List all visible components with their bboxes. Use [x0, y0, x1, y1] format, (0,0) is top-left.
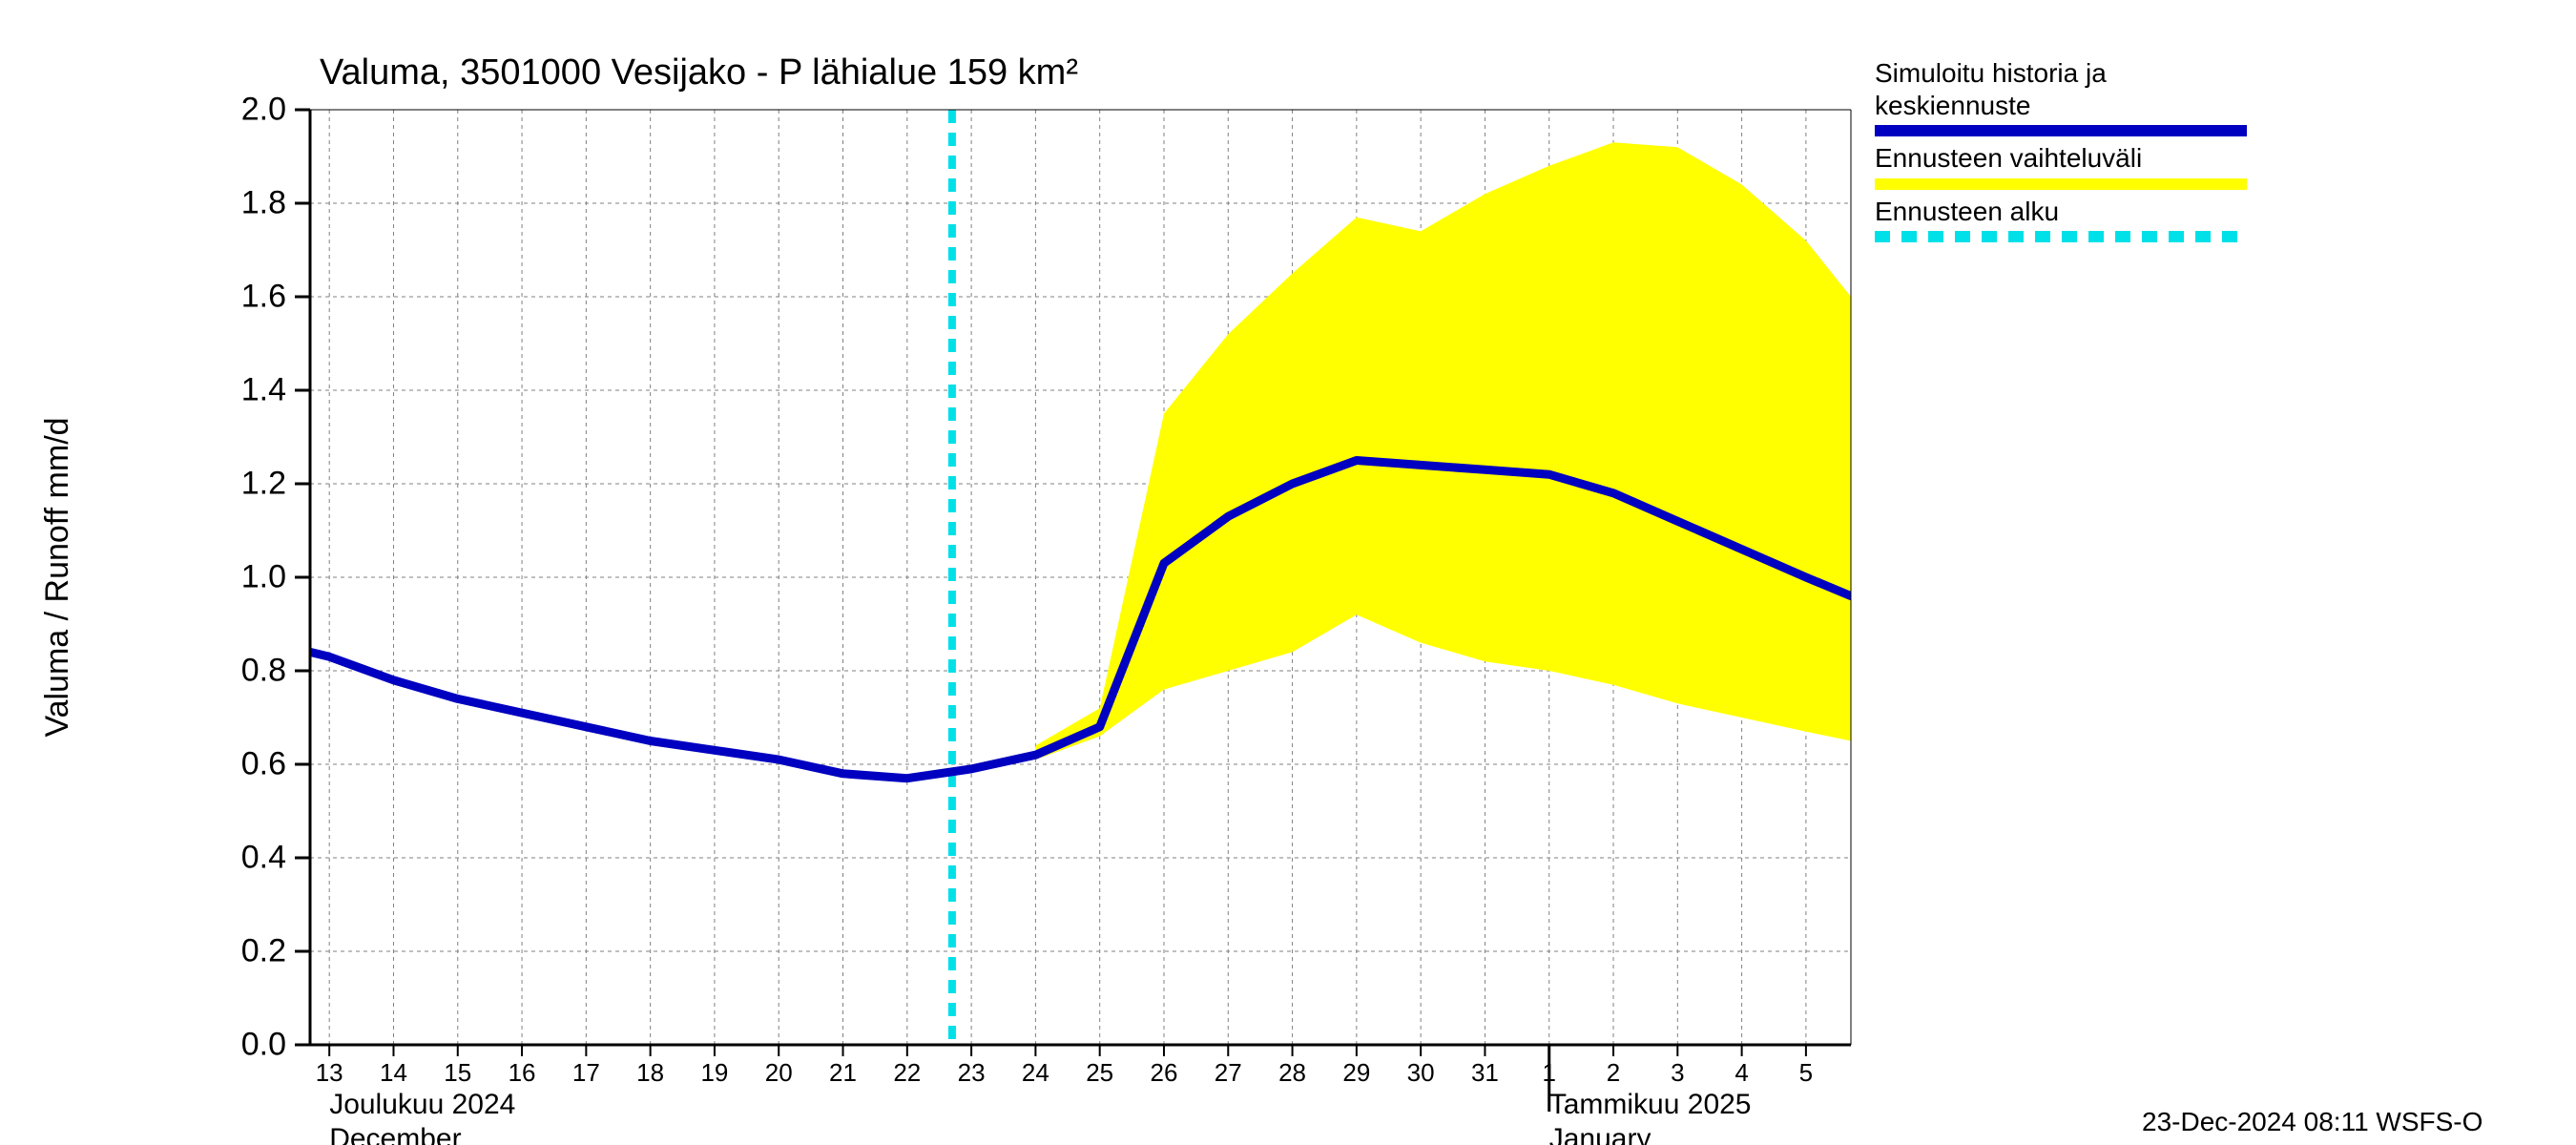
- y-tick-label: 1.0: [224, 559, 286, 596]
- x-tick-label: 25: [1086, 1058, 1113, 1088]
- y-tick-label: 0.4: [224, 840, 286, 877]
- x-tick-label: 19: [700, 1058, 728, 1088]
- y-tick-label: 1.8: [224, 185, 286, 222]
- legend-swatch: [1875, 178, 2247, 190]
- x-tick-label: 1: [1542, 1058, 1555, 1088]
- timestamp-label: 23-Dec-2024 08:11 WSFS-O: [2142, 1107, 2483, 1137]
- x-tick-label: 14: [380, 1058, 407, 1088]
- legend-swatch: [1875, 125, 2247, 136]
- x-tick-label: 4: [1735, 1058, 1748, 1088]
- x-tick-label: 30: [1407, 1058, 1435, 1088]
- y-axis-label: Valuma / Runoff mm/d: [39, 417, 76, 737]
- legend-item: Ennusteen vaihteluväli: [1875, 142, 2256, 190]
- y-tick-label: 0.8: [224, 653, 286, 690]
- x-tick-label: 20: [765, 1058, 793, 1088]
- x-tick-label: 18: [636, 1058, 664, 1088]
- legend-item: Ennusteen alku: [1875, 196, 2256, 243]
- forecast-band: [1035, 142, 1851, 760]
- x-tick-label: 31: [1471, 1058, 1499, 1088]
- legend-label: keskiennuste: [1875, 90, 2256, 122]
- y-tick-label: 0.2: [224, 933, 286, 970]
- y-tick-label: 2.0: [224, 92, 286, 129]
- x-month-label-en: January: [1549, 1123, 1652, 1145]
- y-tick-label: 0.6: [224, 746, 286, 783]
- x-tick-label: 3: [1671, 1058, 1684, 1088]
- x-tick-label: 27: [1215, 1058, 1242, 1088]
- legend-item: Simuloitu historia jakeskiennuste: [1875, 57, 2256, 136]
- y-tick-label: 1.4: [224, 372, 286, 409]
- legend-label: Ennusteen vaihteluväli: [1875, 142, 2256, 175]
- x-tick-label: 21: [829, 1058, 857, 1088]
- legend-label: Simuloitu historia ja: [1875, 57, 2256, 90]
- x-tick-label: 13: [316, 1058, 343, 1088]
- x-month-label-fi: Joulukuu 2024: [329, 1089, 515, 1121]
- legend-label: Ennusteen alku: [1875, 196, 2256, 228]
- legend: Simuloitu historia jakeskiennuste Ennuste…: [1875, 57, 2256, 248]
- x-tick-label: 16: [509, 1058, 536, 1088]
- y-tick-label: 0.0: [224, 1027, 286, 1064]
- x-tick-label: 5: [1799, 1058, 1813, 1088]
- x-tick-label: 2: [1607, 1058, 1620, 1088]
- x-tick-label: 15: [444, 1058, 471, 1088]
- x-tick-label: 28: [1278, 1058, 1306, 1088]
- chart-title: Valuma, 3501000 Vesijako - P lähialue 15…: [320, 52, 1078, 94]
- x-tick-label: 22: [893, 1058, 921, 1088]
- x-tick-label: 24: [1022, 1058, 1049, 1088]
- x-tick-label: 23: [958, 1058, 986, 1088]
- x-tick-label: 29: [1342, 1058, 1370, 1088]
- legend-swatch: [1875, 231, 2247, 242]
- y-tick-label: 1.6: [224, 279, 286, 316]
- x-month-label-fi: Tammikuu 2025: [1549, 1089, 1752, 1121]
- x-month-label-en: December: [329, 1123, 461, 1145]
- x-tick-label: 17: [572, 1058, 600, 1088]
- x-tick-label: 26: [1151, 1058, 1178, 1088]
- y-tick-label: 1.2: [224, 466, 286, 503]
